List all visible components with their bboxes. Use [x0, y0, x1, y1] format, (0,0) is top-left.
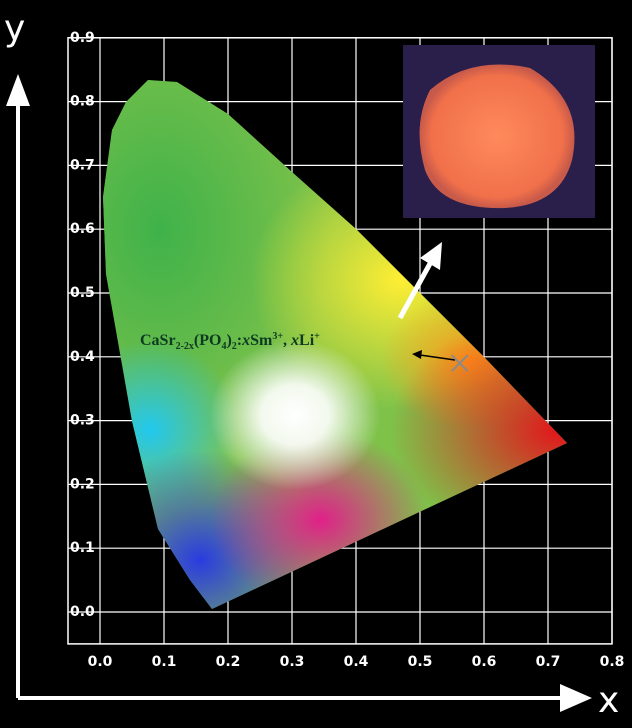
annotation-part: Sm: [250, 332, 273, 349]
arrow-head: [420, 242, 442, 270]
annotation-part: x: [241, 332, 250, 349]
y-axis-arrow-head: [6, 74, 30, 106]
annotation-part: x: [290, 332, 299, 349]
y-axis-label: y: [4, 8, 25, 49]
y-tick-label: 0.5: [70, 285, 95, 301]
y-tick-label: 0.8: [70, 94, 95, 110]
y-tick-label: 0.3: [70, 413, 95, 429]
arrow: [397, 258, 435, 320]
x-axis-label: x: [598, 680, 619, 721]
y-tick-label: 0.7: [70, 157, 95, 173]
data-point: [450, 354, 469, 372]
x-tick-label: 0.6: [472, 654, 497, 670]
annotation-part: ): [226, 332, 231, 349]
annotation-part: 2: [232, 341, 237, 352]
x-tick-label: 0.8: [600, 654, 625, 670]
y-tick-label: 0.0: [70, 604, 95, 620]
y-tick-label: 0.9: [70, 30, 95, 46]
annotation-part: :: [237, 332, 242, 349]
x-tick-label: 0.4: [344, 654, 369, 670]
x-tick-label: 0.2: [216, 654, 241, 670]
inset-sample: [419, 64, 575, 209]
pointer: [419, 354, 456, 361]
annotation-part: +: [314, 331, 320, 342]
x-tick-label: 0.0: [88, 654, 113, 670]
x-tick-label: 0.7: [536, 654, 561, 670]
x-tick-label: 0.3: [280, 654, 305, 670]
annotation-part: (PO: [194, 332, 222, 349]
y-tick-label: 0.2: [70, 476, 95, 492]
annotation-part: 2-2x: [176, 341, 194, 352]
x-axis-arrow-head: [560, 684, 592, 712]
y-tick-label: 0.1: [70, 540, 95, 556]
annotation-part: 3+: [272, 331, 283, 342]
annotation-part: CaSr: [140, 332, 176, 349]
point-stroke: [450, 354, 469, 372]
x-tick-label: 0.1: [152, 654, 177, 670]
y-tick-label: 0.6: [70, 221, 95, 237]
pointer-head: [412, 350, 422, 359]
annotation-part: Li: [299, 332, 315, 349]
annotation-part: ,: [283, 332, 291, 349]
x-tick-label: 0.5: [408, 654, 433, 670]
annotation: CaSr2-2x(PO4)2:xSm3+, xLi+: [140, 331, 320, 352]
annotation-part: 4: [221, 341, 226, 352]
y-tick-label: 0.4: [70, 349, 95, 365]
